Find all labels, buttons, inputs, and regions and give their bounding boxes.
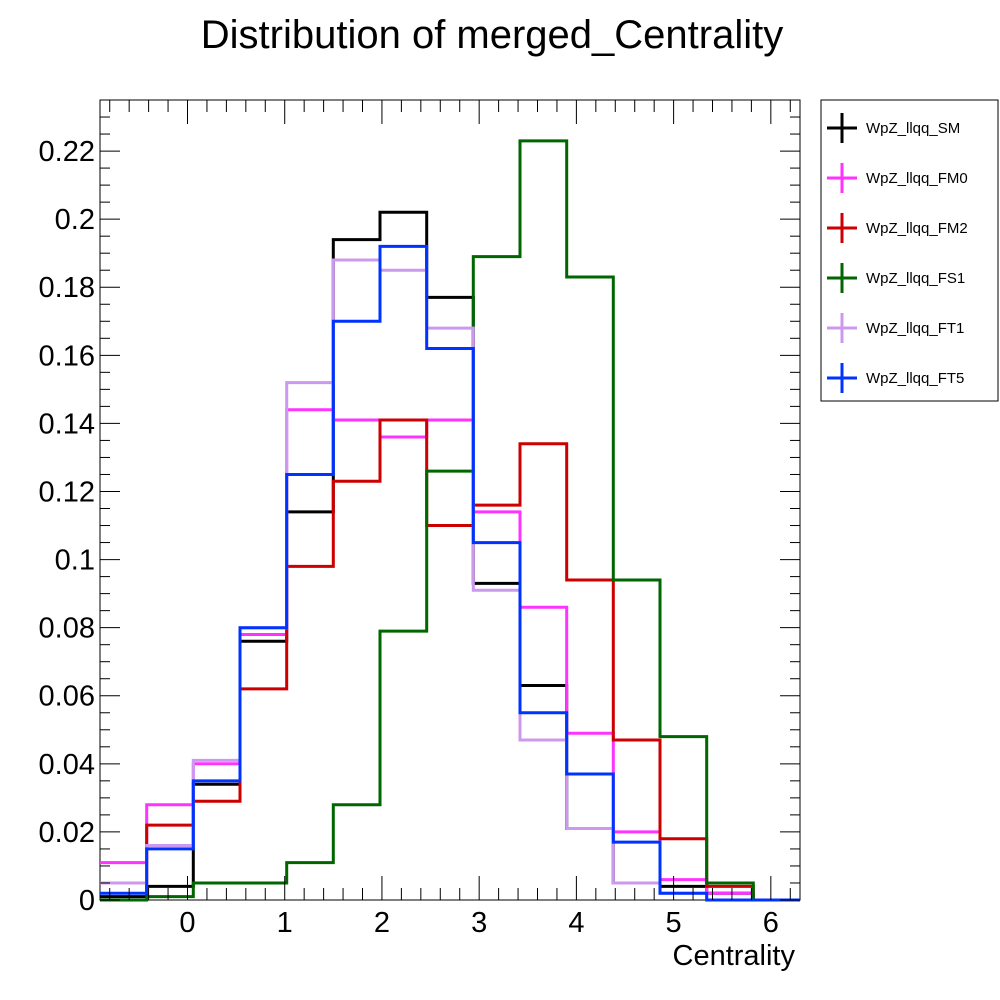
x-tick-label: 4 <box>568 907 584 939</box>
legend-entry: WpZ_llqq_FT1 <box>827 313 964 343</box>
series-line-wpz-llqq-sm <box>100 210 800 902</box>
legend-entry: WpZ_llqq_FS1 <box>827 263 965 293</box>
y-tick-label: 0.16 <box>39 340 95 372</box>
legend-entry: WpZ_llqq_FT5 <box>827 363 964 393</box>
y-tick-label: 0.12 <box>39 476 95 508</box>
chart-title: Distribution of merged_Centrality <box>201 13 783 57</box>
plot-frame <box>99 99 801 901</box>
series-layer <box>100 139 800 902</box>
x-tick-label: 6 <box>763 907 779 939</box>
y-tick-label: 0.02 <box>39 817 95 849</box>
series-line-wpz-llqq-fm2 <box>100 418 800 902</box>
series-line-wpz-llqq-fm0 <box>100 408 800 902</box>
y-tick-label: 0.22 <box>39 136 95 168</box>
series-line-wpz-llqq-ft1 <box>100 258 800 902</box>
y-tick-label: 0.04 <box>39 749 95 781</box>
x-tick-label: 0 <box>179 907 195 939</box>
legend-label: WpZ_llqq_FS1 <box>866 270 965 287</box>
legend-label: WpZ_llqq_FT1 <box>866 320 964 337</box>
y-tick-label: 0.14 <box>39 408 95 440</box>
y-tick-label: 0.08 <box>39 613 95 645</box>
y-tick-label: 0 <box>79 885 95 917</box>
legend-label: WpZ_llqq_SM <box>866 120 960 137</box>
series-line-wpz-llqq-ft5 <box>100 244 800 902</box>
y-tick-label: 0.06 <box>39 681 95 713</box>
legend-entry: WpZ_llqq_FM0 <box>827 163 968 193</box>
x-axis-label: Centrality <box>673 940 796 972</box>
legend: WpZ_llqq_SM WpZ_llqq_FM0 WpZ_llqq_FM2 WpZ_l… <box>820 99 999 402</box>
legend-entry: WpZ_llqq_FM2 <box>827 213 968 243</box>
axis-layer: 0 0.02 0.04 0.06 0.08 0.1 0.12 0.14 0.16 0.18 0.2 0… <box>39 100 800 939</box>
y-tick-label: 0.2 <box>55 204 95 236</box>
legend-label: WpZ_llqq_FM2 <box>866 220 968 237</box>
y-tick-label: 0.18 <box>39 272 95 304</box>
x-tick-label: 2 <box>374 907 390 939</box>
x-tick-label: 5 <box>666 907 682 939</box>
legend-entry: WpZ_llqq_SM <box>827 113 960 143</box>
series-line-wpz-llqq-fs1 <box>100 139 800 902</box>
legend-label: WpZ_llqq_FM0 <box>866 170 968 187</box>
legend-box <box>820 99 999 402</box>
x-tick-label: 1 <box>277 907 293 939</box>
x-tick-label: 3 <box>471 907 487 939</box>
legend-label: WpZ_llqq_FT5 <box>866 370 964 387</box>
y-tick-label: 0.1 <box>55 545 95 577</box>
